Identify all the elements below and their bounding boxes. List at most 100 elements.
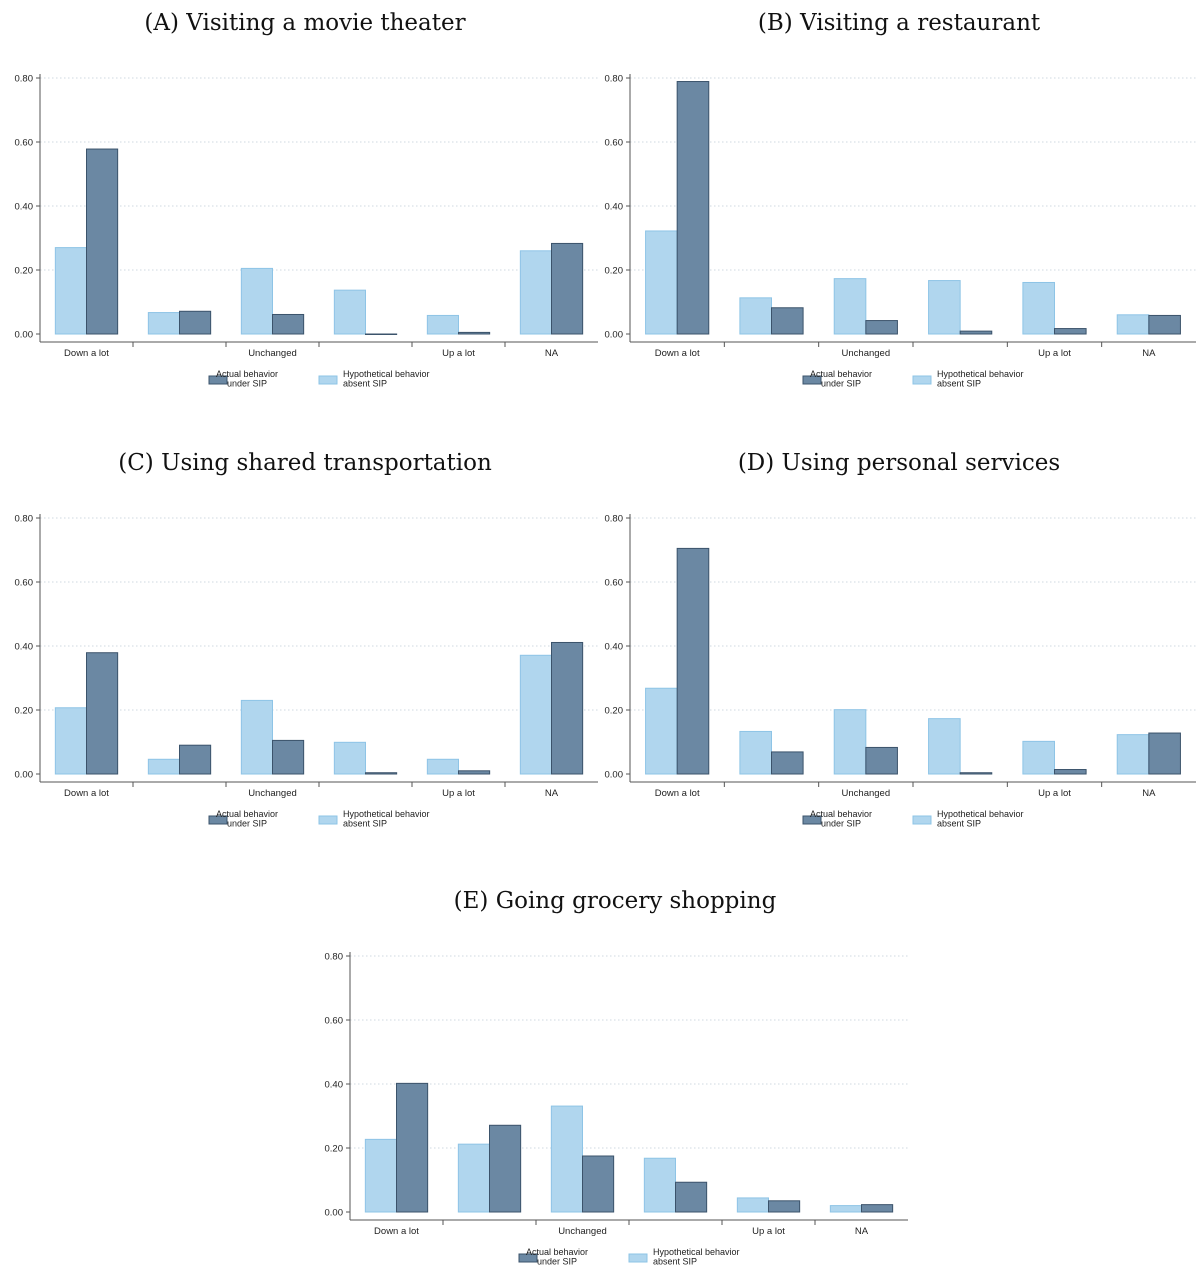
bar-hypothetical bbox=[1022, 740, 1056, 775]
bar-actual bbox=[959, 772, 993, 775]
y-tick-label: 0.40 bbox=[325, 1080, 344, 1091]
legend-label-actual: under SIP bbox=[227, 819, 267, 829]
legend-label-actual: under SIP bbox=[821, 819, 861, 829]
bar-hypothetical bbox=[54, 247, 88, 335]
legend-label-hypothetical: Hypothetical behavior bbox=[937, 809, 1024, 819]
x-tick-label: NA bbox=[545, 348, 559, 359]
bar-actual bbox=[861, 1204, 894, 1213]
bar-hypothetical bbox=[147, 312, 181, 335]
chart-title: (B) Visiting a restaurant bbox=[757, 10, 1041, 36]
x-tick-label: Unchanged bbox=[842, 788, 891, 799]
x-tick-label: Unchanged bbox=[248, 348, 297, 359]
legend-label-actual: Actual behavior bbox=[810, 369, 872, 379]
legend-swatch-actual bbox=[208, 815, 228, 825]
bar-actual bbox=[551, 242, 584, 335]
x-tick-label: Up a lot bbox=[752, 1226, 785, 1237]
bar-hypothetical bbox=[1116, 734, 1150, 775]
legend-label-actual: Actual behavior bbox=[216, 369, 278, 379]
chart-panel-d: (D) Using personal services 0.00 0.20 0.40… bbox=[600, 450, 1198, 850]
bar-actual bbox=[551, 641, 584, 775]
bar-hypothetical bbox=[833, 278, 867, 335]
bar-actual bbox=[272, 739, 305, 775]
x-tick-label: Down a lot bbox=[64, 348, 109, 359]
bar-actual bbox=[675, 1181, 708, 1213]
legend-label-hypothetical: absent SIP bbox=[937, 379, 981, 389]
y-tick-label: 0.60 bbox=[605, 578, 624, 589]
chart-title: (C) Using shared transportation bbox=[118, 450, 492, 476]
bar-hypothetical bbox=[928, 280, 961, 335]
bar-hypothetical bbox=[736, 1197, 770, 1213]
bar-hypothetical bbox=[240, 267, 274, 335]
bar-hypothetical bbox=[519, 654, 553, 775]
bar-actual bbox=[771, 751, 804, 775]
legend-label-hypothetical: absent SIP bbox=[343, 379, 387, 389]
y-tick-label: 0.40 bbox=[605, 642, 624, 653]
legend-swatch-hypothetical bbox=[318, 815, 338, 825]
bar-hypothetical bbox=[739, 297, 772, 335]
y-tick-label: 0.80 bbox=[325, 952, 344, 963]
legend-label-actual: Actual behavior bbox=[526, 1247, 588, 1257]
bar-hypothetical bbox=[333, 289, 367, 335]
bar-hypothetical bbox=[829, 1205, 863, 1213]
chart-d-svg: 0.00 0.20 0.40 0.60 0.80 Down a lot Unchanged U… bbox=[605, 514, 1196, 829]
bar-hypothetical bbox=[739, 730, 772, 775]
legend-label-hypothetical: Hypothetical behavior bbox=[343, 809, 430, 819]
x-tick-label: Down a lot bbox=[655, 788, 700, 799]
y-tick-label: 0.20 bbox=[325, 1144, 344, 1155]
legend-swatch-hypothetical bbox=[912, 815, 932, 825]
bar-hypothetical bbox=[457, 1143, 491, 1213]
y-tick-label: 0.00 bbox=[15, 770, 34, 781]
y-tick-label: 0.20 bbox=[15, 706, 34, 717]
bar-hypothetical bbox=[147, 758, 181, 775]
y-tick-label: 0.20 bbox=[605, 706, 624, 717]
chart-e-svg: 0.00 0.20 0.40 0.60 0.80 Down a lot Unchanged U… bbox=[325, 952, 908, 1267]
bar-hypothetical bbox=[519, 250, 553, 335]
bar-hypothetical bbox=[1116, 314, 1150, 335]
bar-hypothetical bbox=[928, 718, 961, 775]
x-tick-label: Unchanged bbox=[842, 348, 891, 359]
x-tick-label: Down a lot bbox=[374, 1226, 419, 1237]
y-tick-label: 0.00 bbox=[15, 330, 34, 341]
bar-actual bbox=[771, 307, 804, 335]
legend-label-hypothetical: Hypothetical behavior bbox=[653, 1247, 740, 1257]
bar-actual bbox=[396, 1082, 429, 1213]
y-tick-label: 0.40 bbox=[15, 642, 34, 653]
legend-swatch-hypothetical bbox=[628, 1253, 648, 1263]
x-tick-label: Up a lot bbox=[1038, 348, 1071, 359]
chart-c-svg: 0.00 0.20 0.40 0.60 0.80 Down a lot Unchanged U… bbox=[15, 514, 598, 829]
legend-swatch-actual bbox=[802, 815, 822, 825]
legend-label-hypothetical: absent SIP bbox=[653, 1257, 697, 1267]
legend-label-actual: under SIP bbox=[537, 1257, 577, 1267]
chart-title: (A) Visiting a movie theater bbox=[144, 10, 466, 36]
legend-label-actual: under SIP bbox=[227, 379, 267, 389]
x-tick-label: Up a lot bbox=[442, 788, 475, 799]
chart-b-svg: 0.00 0.20 0.40 0.60 0.80 Down a lot Unchanged U… bbox=[605, 74, 1196, 389]
chart-a-svg: 0.00 0.20 0.40 0.60 0.80 Down a lot Unchanged U… bbox=[15, 74, 598, 389]
bar-actual bbox=[179, 310, 212, 335]
bar-actual bbox=[676, 547, 710, 775]
bar-hypothetical bbox=[240, 699, 274, 775]
y-tick-label: 0.40 bbox=[605, 202, 624, 213]
bar-hypothetical bbox=[54, 707, 88, 775]
legend-label-hypothetical: absent SIP bbox=[343, 819, 387, 829]
y-tick-label: 0.40 bbox=[15, 202, 34, 213]
bar-actual bbox=[458, 770, 491, 775]
bar-actual bbox=[272, 313, 305, 335]
bar-hypothetical bbox=[643, 1157, 677, 1213]
y-tick-label: 0.00 bbox=[325, 1208, 344, 1219]
legend-swatch-hypothetical bbox=[318, 375, 338, 385]
bar-hypothetical bbox=[550, 1105, 584, 1213]
y-tick-label: 0.60 bbox=[15, 578, 34, 589]
y-tick-label: 0.60 bbox=[325, 1016, 344, 1027]
chart-panel-a: (A) Visiting a movie theater 0.00 0.20 0.4… bbox=[10, 10, 600, 410]
chart-panel-b: (B) Visiting a restaurant 0.00 0.20 0.40 0.… bbox=[600, 10, 1198, 410]
x-tick-label: Unchanged bbox=[248, 788, 297, 799]
legend-label-actual: under SIP bbox=[821, 379, 861, 389]
bar-actual bbox=[86, 148, 119, 335]
y-tick-label: 0.80 bbox=[15, 74, 34, 85]
y-tick-label: 0.20 bbox=[15, 266, 34, 277]
y-tick-label: 0.80 bbox=[15, 514, 34, 525]
x-tick-label: Up a lot bbox=[442, 348, 475, 359]
bar-actual bbox=[458, 331, 491, 335]
y-tick-label: 0.60 bbox=[605, 138, 624, 149]
